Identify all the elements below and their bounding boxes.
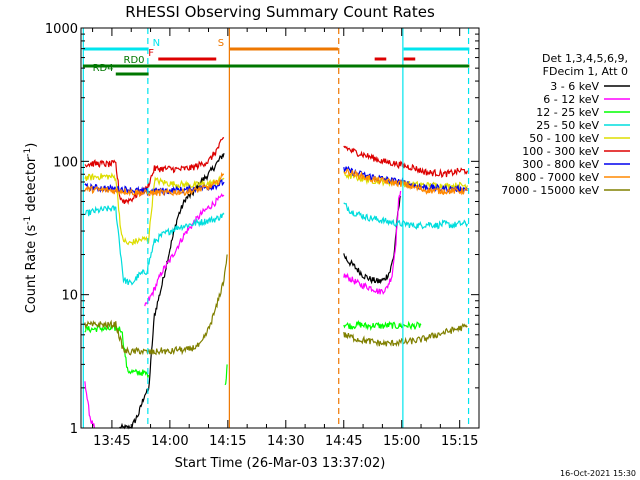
series-line-5-seg-1 [343, 145, 468, 179]
y-tick-label-1: 10 [61, 289, 78, 304]
y-tick-label-0: 1 [70, 422, 78, 437]
series-line-4-seg-0 [84, 172, 225, 246]
legend-label-1: 6 - 12 keV [543, 93, 599, 106]
legend: Det 1,3,4,5,6,9,FDecim 1, Att 0 3 - 6 keV… [501, 52, 630, 197]
legend-header-1: FDecim 1, Att 0 [543, 65, 628, 78]
legend-label-3: 25 - 50 keV [536, 119, 599, 132]
y-axis-label-main: Count Rate (s [24, 225, 39, 314]
series-line-2-seg-2 [343, 319, 422, 331]
y-axis-label-mid: detector [24, 156, 39, 216]
series-line-8-seg-1 [343, 322, 468, 348]
flag-label-RD4: RD4 [93, 63, 114, 74]
series-line-8-seg-0 [84, 254, 228, 356]
series-line-0-seg-0 [119, 153, 225, 430]
legend-label-6: 300 - 800 keV [522, 158, 599, 171]
series-line-3-seg-0 [84, 205, 225, 286]
legend-label-4: 50 - 100 keV [529, 132, 599, 145]
plot-frame [80, 27, 480, 429]
series-line-2-seg-1 [224, 364, 228, 386]
series-line-3-seg-1 [343, 202, 468, 230]
series-line-7-seg-1 [343, 168, 468, 196]
plot-area [82, 28, 470, 430]
series-line-5-seg-0 [84, 137, 225, 205]
flag-label-S: S [218, 38, 224, 49]
legend-label-7: 800 - 7000 keV [515, 171, 599, 184]
y-axis-label-sup1: -1 [23, 216, 33, 225]
legend-label-0: 3 - 6 keV [550, 80, 599, 93]
chart-title: RHESSI Observing Summary Count Rates [125, 3, 435, 21]
series-line-1-seg-1 [144, 192, 225, 307]
y-tick-label-2: 100 [53, 155, 78, 170]
x-axis-label: Start Time (26-Mar-03 13:37:02) [175, 456, 386, 471]
series-line-7-seg-0 [84, 171, 225, 198]
flag-label-RD0: RD0 [124, 55, 145, 66]
observing-flags: NF S RD0 RD4 [82, 38, 470, 76]
y-axis-label-sup2: -1 [23, 148, 33, 157]
y-tick-label-3: 1000 [45, 22, 78, 37]
x-tick-label-1: 14:00 [151, 434, 188, 449]
x-tick-label-5: 15:00 [383, 434, 420, 449]
x-tick-label-2: 14:15 [209, 434, 246, 449]
x-tick-label-0: 13:45 [93, 434, 130, 449]
y-axis-label-end: ) [24, 143, 39, 148]
x-tick-label-4: 14:45 [325, 434, 362, 449]
series-line-0-seg-1 [343, 195, 402, 285]
flag-label-N: N [153, 38, 160, 49]
series-line-1-seg-2 [343, 190, 402, 295]
flag-label-F: F [148, 48, 154, 59]
x-tick-label-3: 14:30 [267, 434, 304, 449]
legend-label-5: 100 - 300 keV [522, 145, 599, 158]
timestamp: 16-Oct-2021 15:30 [560, 469, 636, 478]
legend-label-8: 7000 - 15000 keV [501, 184, 599, 197]
axes: 1 10 100 1000 13:45 14:00 14:15 14:30 14:45 15:00… [45, 22, 480, 449]
y-axis-label: Count Rate (s-1 detector-1) [23, 143, 39, 314]
legend-header-0: Det 1,3,4,5,6,9, [542, 52, 628, 65]
x-tick-label-6: 15:15 [441, 434, 478, 449]
legend-label-2: 12 - 25 keV [536, 106, 599, 119]
